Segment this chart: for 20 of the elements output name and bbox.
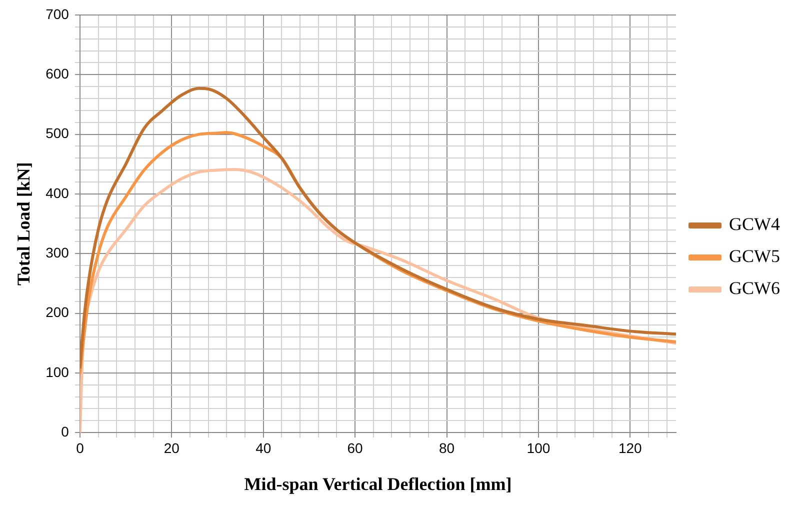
x-tick-label: 100 (526, 440, 550, 456)
x-axis-title: Mid-span Vertical Deflection [mm] (244, 474, 512, 494)
y-tick-label: 100 (46, 364, 70, 380)
legend-label: GCW5 (729, 246, 780, 266)
x-tick-label: 20 (164, 440, 180, 456)
x-tick-label: 80 (438, 440, 455, 456)
y-tick-label: 500 (46, 125, 70, 142)
legend-label: GCW6 (729, 278, 780, 298)
y-tick-label: 300 (46, 244, 70, 260)
x-tick-label: 120 (618, 440, 642, 456)
y-tick-label: 400 (46, 184, 70, 201)
x-tick-label: 60 (347, 440, 364, 456)
y-tick-label: 700 (46, 6, 70, 22)
y-tick-label: 600 (46, 66, 70, 82)
legend-label: GCW4 (729, 214, 780, 234)
y-tick-label: 0 (61, 423, 70, 440)
y-axis-title: Total Load [kN] (13, 162, 34, 286)
y-tick-label: 200 (46, 304, 70, 320)
x-tick-label: 0 (76, 440, 84, 456)
x-tick-label: 40 (256, 440, 272, 456)
